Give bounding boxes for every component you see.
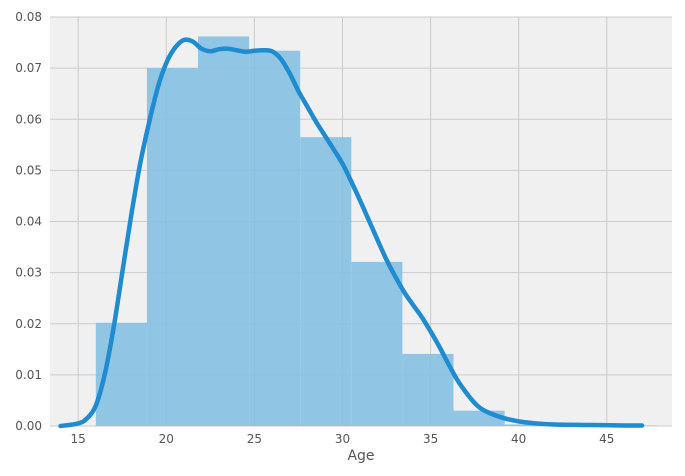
- histogram-bars: [95, 36, 658, 427]
- y-tick-label: 0.05: [15, 163, 42, 177]
- histogram-bar-1: [146, 68, 199, 426]
- histogram-bar-3: [249, 50, 301, 427]
- y-tick-label: 0.07: [15, 61, 42, 75]
- y-tick-label: 0.00: [15, 419, 42, 433]
- x-tick-label: 20: [159, 432, 174, 446]
- x-tick-label: 40: [511, 432, 526, 446]
- x-tick-label: 15: [71, 432, 86, 446]
- y-tick-label: 0.01: [15, 368, 42, 382]
- histogram-bar-5: [351, 261, 403, 426]
- y-tick-label: 0.03: [15, 266, 42, 280]
- histogram-bar-4: [300, 137, 352, 427]
- y-tick-labels: 0.00 0.01 0.02 0.03 0.04 0.05 0.06 0.07 0.08: [15, 10, 42, 433]
- x-tick-labels: 15 20 25 30 35 40 45: [71, 432, 615, 446]
- x-tick-label: 30: [335, 432, 350, 446]
- x-tick-label: 25: [247, 432, 262, 446]
- histogram-bar-2: [198, 36, 250, 427]
- histogram-bar-8: [504, 424, 556, 426]
- x-tick-label: 35: [423, 432, 438, 446]
- y-tick-label: 0.04: [15, 215, 42, 229]
- kde-line: [58, 37, 645, 429]
- x-axis-title: Age: [347, 448, 374, 464]
- y-tick-label: 0.08: [15, 10, 42, 24]
- x-tick-label: 45: [599, 432, 614, 446]
- histogram-bar-7: [453, 410, 505, 426]
- y-tick-label: 0.06: [15, 112, 42, 126]
- histogram-bar-6: [402, 353, 454, 426]
- y-tick-label: 0.02: [15, 317, 42, 331]
